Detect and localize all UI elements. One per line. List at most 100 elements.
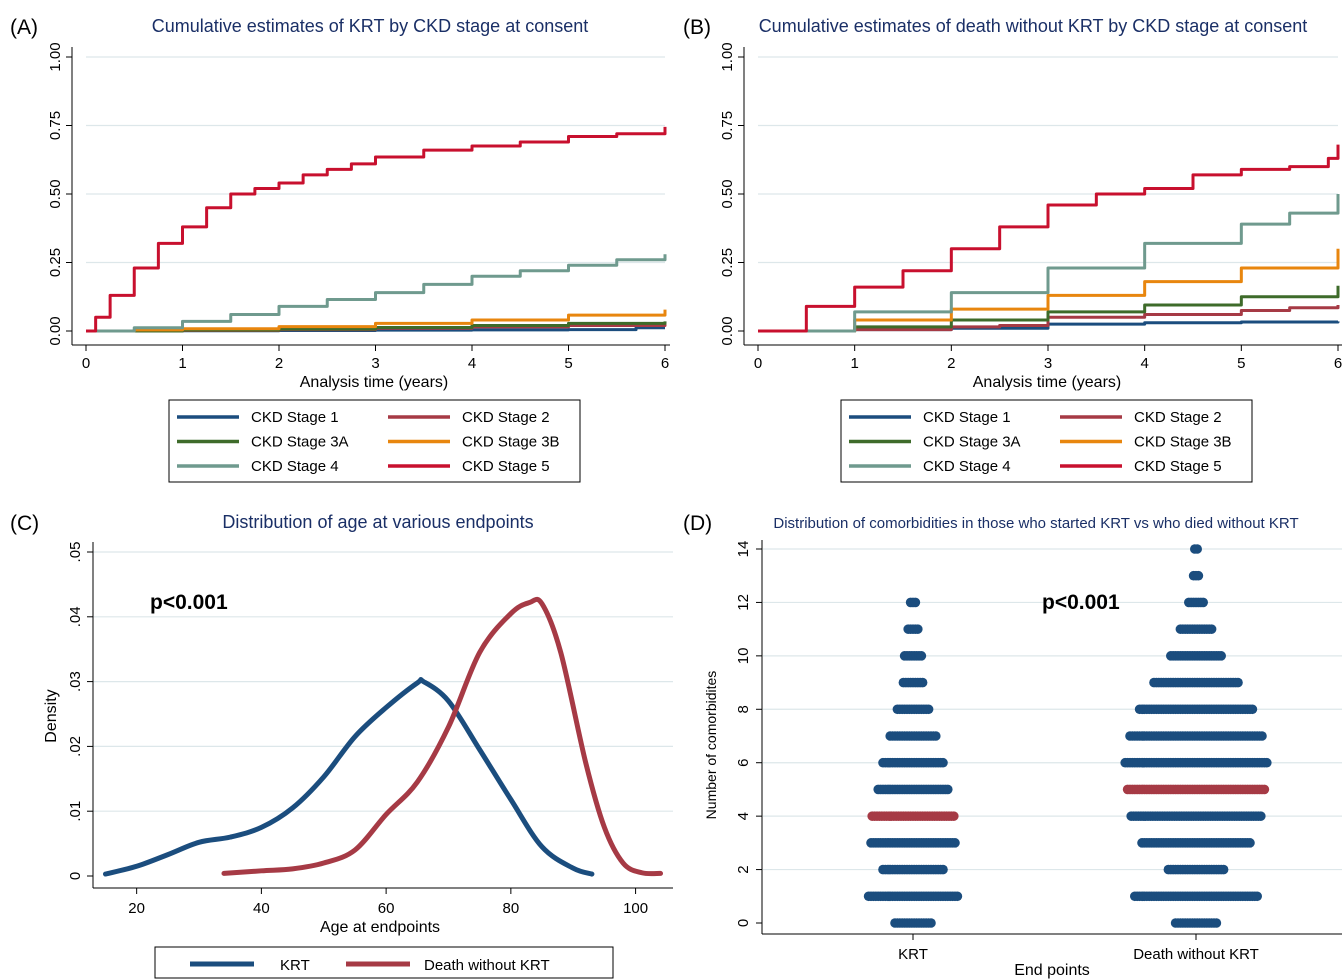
- panel-a-title: Cumulative estimates of KRT by CKD stage…: [152, 16, 589, 36]
- panel-c-axes: [92, 542, 673, 889]
- dot: [926, 918, 936, 928]
- x-tick-label: 20: [128, 900, 145, 917]
- dot: [1259, 784, 1270, 795]
- dot: [923, 704, 934, 715]
- panel-d-axes: [761, 540, 1342, 935]
- x-tick-label: Death without KRT: [1133, 946, 1259, 963]
- series-death-without-krt: [221, 596, 664, 877]
- dot: [1211, 918, 1222, 928]
- series-ckd-stage-4: [758, 194, 1340, 333]
- dot: [1256, 811, 1266, 821]
- panel-c-legend: KRT Death without KRT: [154, 946, 614, 979]
- y-tick-label: 1.00: [47, 42, 64, 71]
- x-tick-label: 1: [178, 355, 186, 372]
- dot: [913, 624, 923, 634]
- x-tick-label: 60: [378, 900, 395, 917]
- panel-b-x-label: Analysis time (years): [973, 374, 1121, 391]
- panel-d-ticks: 0 2 4 6 8 10 12 14 KRT Death without KRT: [735, 541, 1259, 963]
- legend-label: Death without KRT: [424, 957, 550, 974]
- legend-label: CKD Stage 3B: [462, 434, 560, 451]
- panel-b-axes: [743, 47, 1342, 346]
- panel-a: (A) Cumulative estimates of KRT by CKD s…: [10, 16, 670, 483]
- x-tick-label: 100: [623, 900, 648, 917]
- dot: [1252, 891, 1262, 902]
- dot: [1245, 838, 1255, 848]
- legend-label: KRT: [280, 957, 310, 974]
- x-tick-label: 4: [468, 355, 476, 372]
- panel-b-ticks: 0.00 0.25 0.50 0.75 1.00 0 1 2 3 4 5 6: [719, 42, 1342, 372]
- y-tick-label: 1.00: [719, 42, 736, 71]
- dot: [938, 757, 948, 768]
- y-tick-label: 0: [735, 919, 752, 927]
- y-tick-label: 0.75: [47, 111, 64, 140]
- series-ckd-stage-3b: [86, 309, 667, 333]
- legend-label: CKD Stage 2: [1134, 409, 1222, 426]
- y-tick-label: 12: [735, 594, 752, 611]
- panel-c-ticks: 0 .01 .02 .03 .04 .05 20 40 60 80 100: [67, 542, 648, 917]
- y-tick-label: 6: [735, 759, 752, 767]
- x-tick-label: 0: [754, 355, 762, 372]
- x-tick-label: 0: [82, 355, 90, 372]
- series-ckd-stage-5: [86, 126, 667, 333]
- dot: [1193, 570, 1204, 581]
- panel-b-label: (B): [683, 16, 711, 39]
- dot: [950, 838, 960, 848]
- panel-d: (D) Distribution of comorbidities in tho…: [683, 512, 1342, 979]
- legend-label: CKD Stage 5: [1134, 458, 1222, 475]
- dot: [943, 784, 953, 795]
- legend-label: CKD Stage 3A: [251, 434, 349, 451]
- series-krt: [863, 597, 963, 928]
- x-tick-label: KRT: [898, 946, 928, 963]
- panel-c-y-label: Density: [43, 689, 60, 742]
- panel-c-p-value: p<0.001: [150, 591, 228, 614]
- series-krt: [102, 676, 595, 877]
- x-tick-label: 2: [275, 355, 283, 372]
- dot: [1218, 864, 1229, 875]
- y-tick-label: 0.00: [719, 316, 736, 345]
- panel-b-legend: CKD Stage 1 CKD Stage 2 CKD Stage 3A CKD St…: [840, 399, 1253, 483]
- panel-d-title: Distribution of comorbidities in those w…: [773, 515, 1298, 532]
- x-tick-label: 3: [371, 355, 379, 372]
- panel-b: (B) Cumulative estimates of death withou…: [683, 16, 1342, 483]
- panel-d-x-label: End points: [1014, 962, 1090, 979]
- panel-b-grid: [758, 56, 1338, 264]
- x-tick-label: 4: [1140, 355, 1148, 372]
- y-tick-label: 10: [735, 648, 752, 665]
- panel-c-grid: [93, 551, 673, 812]
- dot: [917, 677, 928, 688]
- legend-label: CKD Stage 5: [462, 458, 550, 475]
- legend-label: CKD Stage 3A: [923, 434, 1021, 451]
- panel-b-title: Cumulative estimates of death without KR…: [759, 16, 1308, 36]
- legend-label: CKD Stage 4: [251, 458, 339, 475]
- dot: [916, 651, 927, 661]
- x-tick-label: 1: [850, 355, 858, 372]
- panel-a-grid: [86, 56, 665, 264]
- y-tick-label: 14: [735, 541, 752, 558]
- x-tick-label: 5: [564, 355, 572, 372]
- panel-a-series: [86, 126, 667, 333]
- dot: [1192, 544, 1202, 554]
- panel-a-axes: [71, 47, 670, 346]
- x-tick-label: 5: [1237, 355, 1245, 372]
- panel-c-title: Distribution of age at various endpoints: [222, 512, 533, 532]
- y-tick-label: 2: [735, 865, 752, 873]
- panel-a-label: (A): [10, 16, 38, 39]
- legend-label: CKD Stage 1: [251, 409, 339, 426]
- dot: [952, 891, 963, 902]
- y-tick-label: 0.25: [719, 248, 736, 277]
- series-ckd-stage-5: [758, 144, 1340, 333]
- x-tick-label: 40: [253, 900, 270, 917]
- y-tick-label: 0.75: [719, 111, 736, 140]
- x-tick-label: 3: [1044, 355, 1052, 372]
- y-tick-label: 0.50: [719, 179, 736, 208]
- panel-c: (C) Distribution of age at various endpo…: [10, 512, 673, 979]
- dot: [1247, 704, 1258, 715]
- y-tick-label: 4: [735, 812, 752, 820]
- dot: [938, 864, 948, 875]
- dot: [1233, 677, 1243, 688]
- panel-c-series: [102, 596, 664, 877]
- dot: [1262, 757, 1272, 768]
- x-tick-label: 6: [1334, 355, 1342, 372]
- dot: [1206, 624, 1217, 634]
- series-death-without-krt: [1120, 544, 1272, 928]
